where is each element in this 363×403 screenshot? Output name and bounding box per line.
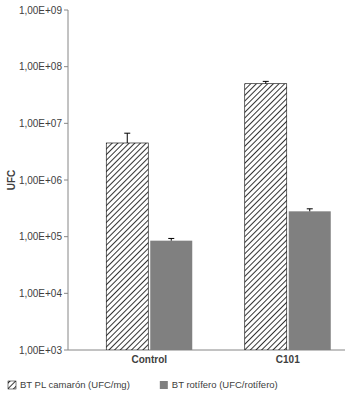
y-tick [64, 236, 68, 237]
y-tick [64, 350, 68, 351]
y-tick-label: 1,00E+05 [19, 231, 63, 242]
error-bar [307, 209, 313, 212]
error-bar [124, 133, 130, 143]
error-bars [124, 81, 313, 240]
legend-swatch [8, 381, 16, 389]
error-cap [307, 208, 313, 209]
y-axis-title: UFC [6, 170, 17, 191]
error-stem [127, 133, 128, 143]
y-tick-label: 1,00E+09 [19, 5, 63, 16]
bar [106, 143, 148, 350]
y-tick-label: 1,00E+04 [19, 288, 63, 299]
y-tick [64, 66, 68, 67]
chart-svg: 1,00E+03 1,00E+04 1,00E+05 1,00E+06 1,00E+07… [0, 0, 363, 403]
error-cap [124, 133, 130, 134]
x-tick-label: Control [131, 354, 167, 365]
bar [150, 241, 192, 350]
y-tick [64, 10, 68, 11]
error-bar [263, 81, 269, 83]
error-cap [168, 238, 174, 239]
error-bar [168, 238, 174, 240]
legend-swatch [160, 381, 168, 389]
x-tick-label: C101 [276, 354, 300, 365]
y-tick-label: 1,00E+08 [19, 61, 63, 72]
y-tick [64, 180, 68, 181]
bar [245, 84, 287, 350]
y-tick-label: 1,00E+06 [19, 175, 63, 186]
y-tick-label: 1,00E+03 [19, 345, 63, 356]
y-tick [64, 123, 68, 124]
bar [289, 211, 331, 350]
y-tick-label: 1,00E+07 [19, 118, 63, 129]
legend-label: BT rotífero (UFC/rotífero) [172, 379, 278, 390]
plot-area [106, 84, 331, 350]
chart-container: 1,00E+03 1,00E+04 1,00E+05 1,00E+06 1,00E+07… [0, 0, 363, 403]
y-tick [64, 293, 68, 294]
error-cap [263, 81, 269, 82]
legend-label: BT PL camarón (UFC/mg) [20, 379, 130, 390]
